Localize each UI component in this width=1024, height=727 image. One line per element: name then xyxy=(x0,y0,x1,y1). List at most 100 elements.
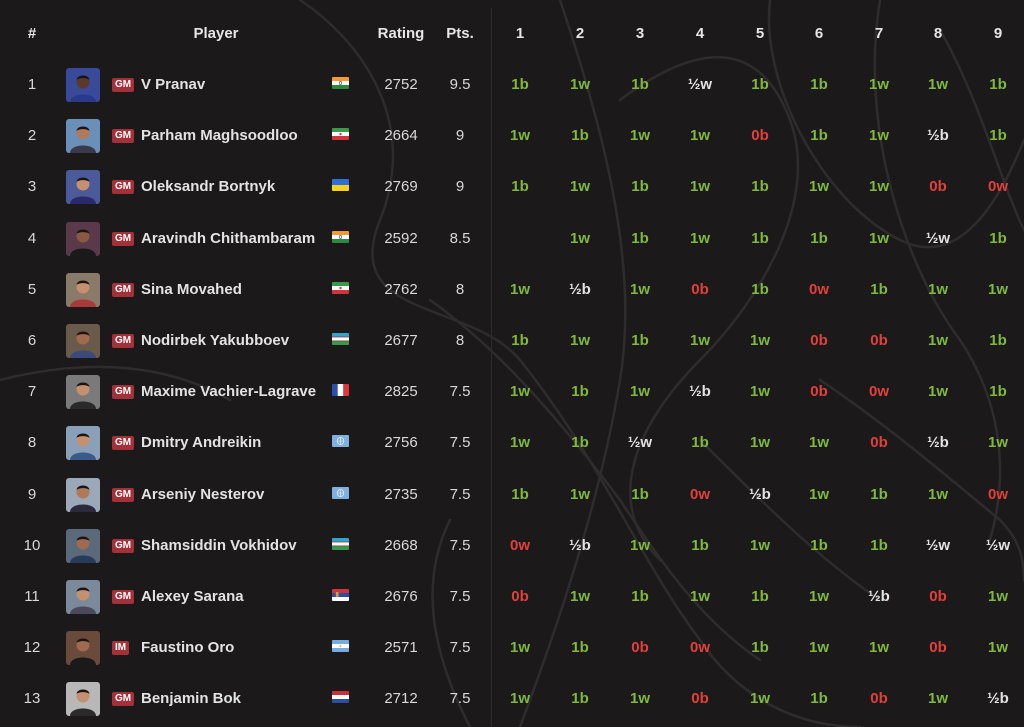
header-round-8[interactable]: 8 xyxy=(933,25,943,42)
round-result-1[interactable]: 1b xyxy=(511,76,529,93)
player-name-link[interactable]: Dmitry Andreikin xyxy=(141,434,262,452)
round-result-5[interactable]: 1w xyxy=(749,332,770,349)
round-result-3[interactable]: 1b xyxy=(631,178,649,196)
player-avatar[interactable] xyxy=(66,477,100,512)
round-result-6[interactable]: 1b xyxy=(810,536,828,554)
round-result-9[interactable]: 1b xyxy=(989,76,1007,93)
round-result-6[interactable]: 0b xyxy=(810,383,828,401)
round-result-8[interactable]: 1w xyxy=(927,280,948,298)
table-row[interactable]: 2 GM Parham Maghsoodloo 2664 9 1w 1b 1w 1w 0b 1b 1w… xyxy=(0,110,1024,161)
round-result-7[interactable]: 0w xyxy=(868,383,889,401)
round-result-1[interactable]: 1w xyxy=(509,639,530,657)
round-result-2[interactable]: 1b xyxy=(571,434,589,452)
round-result-7[interactable]: 1w xyxy=(868,229,889,247)
round-result-3[interactable]: 1w xyxy=(629,536,650,554)
round-result-3[interactable]: 1b xyxy=(631,229,649,247)
player-avatar[interactable] xyxy=(66,221,100,256)
round-result-1[interactable] xyxy=(498,213,542,264)
round-result-1[interactable]: 1b xyxy=(511,332,529,349)
player-avatar[interactable] xyxy=(66,528,100,563)
round-result-8[interactable]: ½b xyxy=(927,127,949,145)
player-avatar[interactable] xyxy=(66,580,100,614)
round-result-9[interactable]: 1b xyxy=(989,127,1007,145)
round-result-2[interactable]: 1w xyxy=(569,332,590,349)
header-player[interactable]: Player xyxy=(193,25,239,42)
round-result-4[interactable]: 1w xyxy=(689,588,710,605)
player-name-link[interactable]: Maxime Vachier-Lagrave xyxy=(141,383,317,401)
table-row[interactable]: 5 GM Sina Movahed 2762 8 1w ½b 1w 0b 1b 0w 1b 1w 1w xyxy=(0,264,1024,315)
round-result-4[interactable]: 0w xyxy=(689,485,710,503)
round-result-2[interactable]: 1w xyxy=(569,178,590,196)
round-result-8[interactable]: 1w xyxy=(927,76,948,93)
round-result-5[interactable]: 1w xyxy=(749,383,770,401)
round-result-7[interactable]: 1w xyxy=(868,639,889,657)
round-result-9[interactable]: 1b xyxy=(989,383,1007,401)
round-result-3[interactable]: 1w xyxy=(629,280,650,298)
round-result-1[interactable]: 1w xyxy=(509,690,530,708)
player-name-link[interactable]: Parham Maghsoodloo xyxy=(141,127,298,145)
round-result-2[interactable]: 1w xyxy=(569,229,590,247)
round-result-5[interactable]: 1w xyxy=(749,434,770,452)
round-result-7[interactable]: 0b xyxy=(870,434,888,452)
round-result-9[interactable]: ½w xyxy=(985,536,1011,554)
player-name-link[interactable]: Arseniy Nesterov xyxy=(141,485,265,503)
header-points[interactable]: Pts. xyxy=(446,25,474,42)
player-avatar[interactable] xyxy=(66,682,100,717)
round-result-9[interactable]: 1w xyxy=(987,280,1008,298)
round-result-7[interactable]: ½b xyxy=(868,588,890,605)
round-result-3[interactable]: 0b xyxy=(631,639,649,657)
round-result-7[interactable]: 0b xyxy=(870,332,888,349)
round-result-3[interactable]: 1w xyxy=(629,383,650,401)
table-row[interactable]: 3 GM Oleksandr Bortnyk 2769 9 1b 1w 1b 1w 1b 1w 1w 0… xyxy=(0,161,1024,212)
round-result-4[interactable]: 1w xyxy=(689,127,710,145)
player-name-link[interactable]: Alexey Sarana xyxy=(141,588,244,605)
round-result-6[interactable]: 0w xyxy=(808,280,829,298)
player-avatar[interactable] xyxy=(66,375,100,410)
round-result-9[interactable]: 1b xyxy=(989,229,1007,247)
round-result-7[interactable]: 1w xyxy=(868,76,889,93)
round-result-9[interactable]: 0w xyxy=(987,485,1008,503)
table-row[interactable]: 10 GM Shamsiddin Vokhidov 2668 7.5 0w ½b 1w 1b 1w… xyxy=(0,520,1024,571)
header-round-6[interactable]: 6 xyxy=(814,25,824,42)
round-result-7[interactable]: 1w xyxy=(868,127,889,145)
round-result-2[interactable]: 1b xyxy=(571,127,589,145)
round-result-5[interactable]: 1b xyxy=(751,178,769,196)
player-avatar[interactable] xyxy=(66,272,100,307)
round-result-8[interactable]: ½w xyxy=(925,536,951,554)
round-result-4[interactable]: 1w xyxy=(689,332,710,349)
round-result-3[interactable]: 1b xyxy=(631,485,649,503)
round-result-6[interactable]: 1b xyxy=(810,76,828,93)
round-result-3[interactable]: 1w xyxy=(629,127,650,145)
round-result-2[interactable]: 1w xyxy=(569,485,590,503)
round-result-8[interactable]: 1w xyxy=(927,690,948,708)
round-result-3[interactable]: 1b xyxy=(631,332,649,349)
header-round-7[interactable]: 7 xyxy=(874,25,884,42)
round-result-8[interactable]: 0b xyxy=(929,588,947,605)
round-result-1[interactable]: 1b xyxy=(511,178,529,196)
header-round-1[interactable]: 1 xyxy=(515,25,525,42)
header-round-9[interactable]: 9 xyxy=(993,25,1003,42)
round-result-6[interactable]: 1w xyxy=(808,588,829,605)
header-round-5[interactable]: 5 xyxy=(755,25,765,42)
round-result-8[interactable]: ½w xyxy=(925,229,951,247)
round-result-6[interactable]: 1b xyxy=(810,229,828,247)
table-row[interactable]: 8 GM Dmitry Andreikin 2756 7.5 1w 1b ½w 1b 1w 1w 0b… xyxy=(0,417,1024,468)
round-result-2[interactable]: ½b xyxy=(569,536,591,554)
player-name-link[interactable]: Nodirbek Yakubboev xyxy=(141,332,290,349)
player-name-link[interactable]: Sina Movahed xyxy=(141,280,242,298)
round-result-8[interactable]: 1w xyxy=(927,485,948,503)
round-result-9[interactable]: 1b xyxy=(989,332,1007,349)
table-row[interactable]: 9 GM Arseniy Nesterov 2735 7.5 1b 1w 1b 0w ½b 1w 1b… xyxy=(0,469,1024,520)
table-row[interactable]: 11 GM Alexey Sarana 2676 7.5 0b 1w 1b 1w 1b 1w ½b 0b… xyxy=(0,571,1024,622)
round-result-8[interactable]: 0b xyxy=(929,639,947,657)
round-result-3[interactable]: 1b xyxy=(631,76,649,93)
round-result-9[interactable]: 1w xyxy=(987,588,1008,605)
round-result-4[interactable]: ½w xyxy=(687,76,713,93)
round-result-1[interactable]: 1w xyxy=(509,383,530,401)
table-row[interactable]: 4 GM Aravindh Chithambaram 2592 8.5 1w 1b 1w 1b 1… xyxy=(0,213,1024,264)
round-result-8[interactable]: ½b xyxy=(927,434,949,452)
round-result-2[interactable]: 1b xyxy=(571,639,589,657)
round-result-7[interactable]: 0b xyxy=(870,690,888,708)
round-result-8[interactable]: 1w xyxy=(927,383,948,401)
round-result-2[interactable]: 1b xyxy=(571,690,589,708)
